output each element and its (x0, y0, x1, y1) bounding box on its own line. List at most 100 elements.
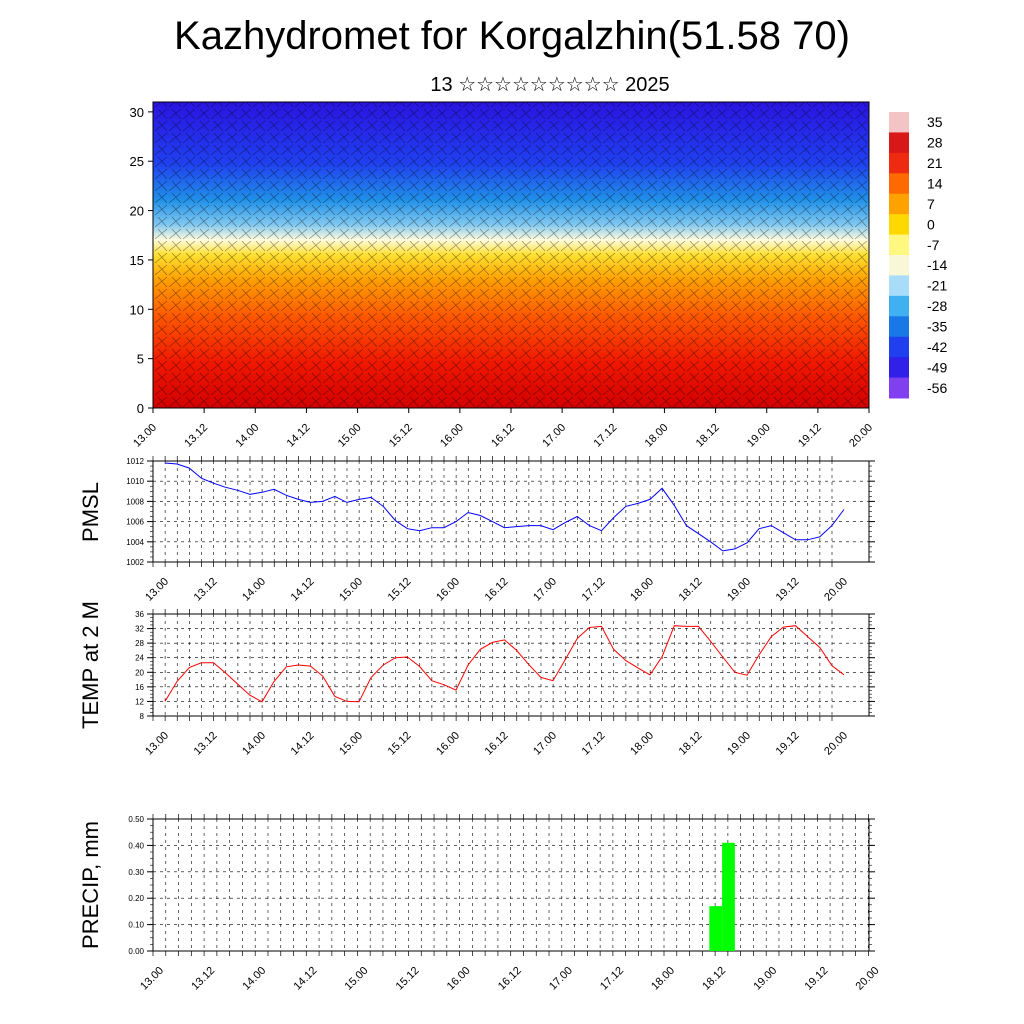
pmsl-panel: 1002 1004 1006 1008 1010 1012 13.00 13.12 14.00 1… (78, 456, 875, 604)
pmsl-series-line (164, 462, 845, 552)
colorbar-label: -35 (927, 319, 947, 335)
wind-barbs (153, 102, 869, 408)
precip-bar (722, 842, 735, 951)
heatmap-x-tick-label: 14.12 (285, 422, 313, 450)
heatmap-x-tick-label: 17.12 (591, 422, 619, 450)
precip-x-tick-label: 17.12 (598, 965, 626, 993)
heatmap-x-tick-label: 19.12 (796, 422, 824, 450)
heatmap-y-tick-label: 10 (130, 302, 144, 317)
heatmap-y-tick-label: 5 (137, 352, 144, 367)
precip-y-tick-label: 0.00 (128, 947, 144, 956)
precip-y-tick-label: 0.20 (128, 894, 144, 903)
heatmap-x-tick-label: 17.00 (540, 422, 568, 450)
pmsl-y-axis-label: PMSL (78, 482, 103, 542)
temp-x-tick-label: 18.00 (628, 730, 656, 758)
pmsl-x-tick-label: 17.00 (531, 576, 559, 604)
precip-x-tick-label: 18.00 (649, 965, 677, 993)
page-title: Kazhydromet for Korgalzhin(51.58 70) (174, 14, 850, 58)
heatmap-y-tick-label: 25 (130, 154, 144, 169)
pmsl-x-tick-label: 20.00 (822, 576, 850, 604)
colorbar-label: -7 (927, 237, 940, 253)
precip-x-tick-label: 17.00 (547, 965, 575, 993)
colorbar-swatch (889, 193, 909, 215)
temp-x-tick-label: 19.00 (725, 730, 753, 758)
temp-x-tick-label: 13.00 (143, 730, 171, 758)
pmsl-y-tick-label: 1010 (126, 477, 144, 486)
temp-x-tick-label: 15.12 (386, 730, 414, 758)
pmsl-x-tick-label: 13.00 (143, 576, 171, 604)
colorbar-label: 0 (927, 216, 935, 232)
colorbar-label: 28 (927, 135, 943, 151)
colorbar-swatch (889, 112, 909, 133)
colorbar-label: -49 (927, 359, 947, 375)
temp-x-tick-label: 16.12 (483, 730, 511, 758)
precip-x-tick-label: 16.12 (496, 965, 524, 993)
temp-x-tick-label: 14.00 (240, 730, 268, 758)
pmsl-x-tick-label: 19.12 (774, 576, 802, 604)
temp-x-tick-label: 14.12 (289, 730, 317, 758)
colorbar-swatch (889, 316, 909, 338)
temp-x-tick-label: 19.12 (774, 730, 802, 758)
temp-x-tick-label: 13.12 (192, 730, 220, 758)
temp-y-tick-label: 20 (135, 668, 144, 677)
colorbar-swatch (889, 275, 909, 297)
pmsl-x-tick-label: 18.00 (628, 576, 656, 604)
precip-x-tick-label: 13.12 (189, 965, 217, 993)
precip-y-tick-label: 0.30 (128, 868, 144, 877)
pmsl-y-tick-label: 1004 (126, 538, 144, 547)
pmsl-x-tick-label: 13.12 (192, 576, 220, 604)
pmsl-x-tick-label: 15.00 (337, 576, 365, 604)
pmsl-x-tick-label: 17.12 (580, 576, 608, 604)
colorbar-label: -21 (927, 278, 947, 294)
colorbar-swatch (889, 234, 909, 256)
colorbar: 35 28 21 14 7 0 -7 -14 -21 -28 -35 -42 -49 -56 (889, 112, 947, 399)
colorbar-swatch (889, 214, 909, 236)
colorbar-label: -56 (927, 380, 947, 396)
heatmap-x-tick-label: 16.00 (438, 422, 466, 450)
pmsl-x-tick-label: 14.00 (240, 576, 268, 604)
pmsl-x-tick-label: 15.12 (386, 576, 414, 604)
colorbar-swatch (889, 255, 909, 276)
heatmap-panel: 0 5 10 15 20 25 30 13.00 13.12 14.00 14.12 15.00 15.… (130, 101, 875, 450)
precip-x-tick-label: 19.12 (802, 965, 830, 993)
precip-x-tick-label: 15.12 (394, 965, 422, 993)
precip-y-tick-label: 0.50 (128, 815, 144, 824)
temp-y-tick-label: 28 (135, 639, 144, 648)
precip-x-tick-label: 19.00 (751, 965, 779, 993)
temp-series-line (164, 625, 845, 703)
colorbar-swatch (889, 357, 909, 379)
precip-bar (709, 906, 723, 951)
colorbar-swatch (889, 295, 909, 317)
pmsl-y-tick-label: 1012 (126, 457, 144, 466)
precip-x-tick-label: 18.12 (700, 965, 728, 993)
precip-x-tick-label: 15.00 (343, 965, 371, 993)
heatmap-x-tick-label: 18.12 (694, 422, 722, 450)
pmsl-x-tick-label: 16.12 (483, 576, 511, 604)
precip-y-axis-label: PRECIP, mm (78, 821, 103, 949)
precip-x-tick-label: 14.12 (291, 965, 319, 993)
colorbar-label: 14 (927, 176, 943, 192)
heatmap-x-tick-label: 20.00 (847, 422, 875, 450)
pmsl-x-tick-label: 16.00 (434, 576, 462, 604)
temp-y-tick-label: 32 (135, 625, 144, 634)
temp-x-tick-label: 20.00 (822, 730, 850, 758)
temp-x-tick-label: 17.00 (531, 730, 559, 758)
temp-y-tick-label: 36 (135, 610, 144, 619)
temp-y-tick-label: 12 (135, 697, 144, 706)
colorbar-swatch (889, 173, 909, 195)
heatmap-y-tick-label: 0 (137, 401, 144, 416)
heatmap-y-tick-label: 15 (130, 253, 144, 268)
temp-y-tick-label: 24 (135, 654, 144, 663)
colorbar-label: 21 (927, 155, 943, 171)
colorbar-label: 35 (927, 114, 943, 130)
colorbar-swatch (889, 336, 909, 358)
precip-panel: 0.00 0.10 0.20 0.30 0.40 0.50 13.00 13.12 14.00 1… (78, 814, 882, 993)
colorbar-swatch (889, 132, 909, 154)
precip-x-tick-label: 16.00 (445, 965, 473, 993)
temp-x-tick-label: 15.00 (337, 730, 365, 758)
colorbar-label: -28 (927, 298, 947, 314)
colorbar-label: -42 (927, 339, 947, 355)
temp-y-tick-label: 8 (140, 712, 145, 721)
heatmap-x-tick-label: 15.12 (387, 422, 415, 450)
temp-x-tick-label: 16.00 (434, 730, 462, 758)
